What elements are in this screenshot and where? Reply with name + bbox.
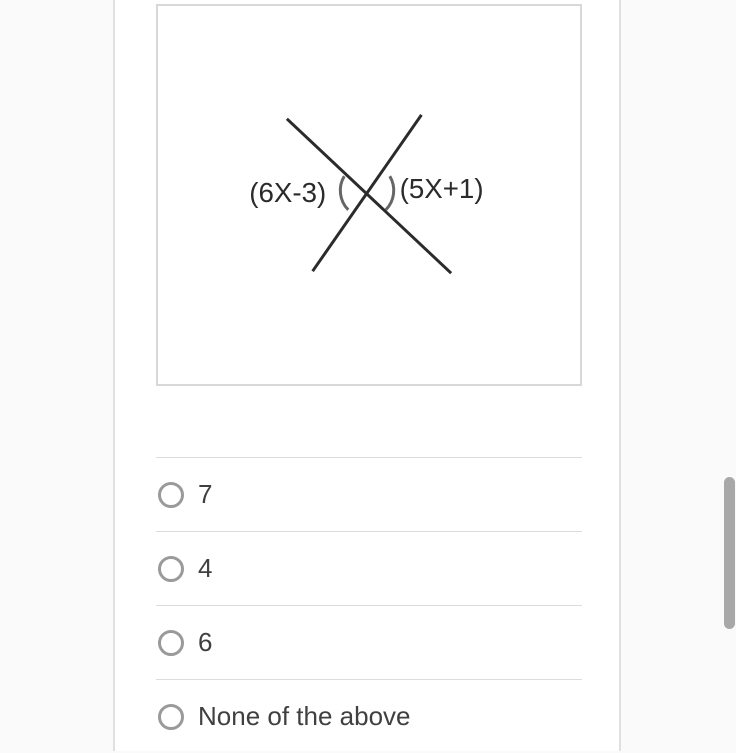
angle-diagram: (6X-3) (5X+1) xyxy=(158,6,580,384)
option-label: 6 xyxy=(198,627,212,658)
option-label: 7 xyxy=(198,479,212,510)
answer-options: 7 4 6 None of the above xyxy=(156,457,582,753)
angle-label-right: (5X+1) xyxy=(400,173,484,204)
option-row[interactable]: 7 xyxy=(156,457,582,531)
radio-button[interactable] xyxy=(158,482,184,508)
angle-label-left: (6X-3) xyxy=(249,177,326,208)
option-row[interactable]: 4 xyxy=(156,531,582,605)
option-label: 4 xyxy=(198,553,212,584)
scrollbar-track[interactable] xyxy=(722,0,736,751)
angle-arc-right xyxy=(386,176,394,210)
radio-button[interactable] xyxy=(158,630,184,656)
radio-button[interactable] xyxy=(158,704,184,730)
option-row[interactable]: 6 xyxy=(156,605,582,679)
option-label: None of the above xyxy=(198,701,411,732)
diagram-container: (6X-3) (5X+1) xyxy=(156,4,582,386)
angle-arc-left xyxy=(340,176,348,210)
option-row[interactable]: None of the above xyxy=(156,679,582,753)
radio-button[interactable] xyxy=(158,556,184,582)
scrollbar-thumb[interactable] xyxy=(724,477,735,629)
question-card: (6X-3) (5X+1) 7 4 6 None of the above xyxy=(113,0,621,751)
